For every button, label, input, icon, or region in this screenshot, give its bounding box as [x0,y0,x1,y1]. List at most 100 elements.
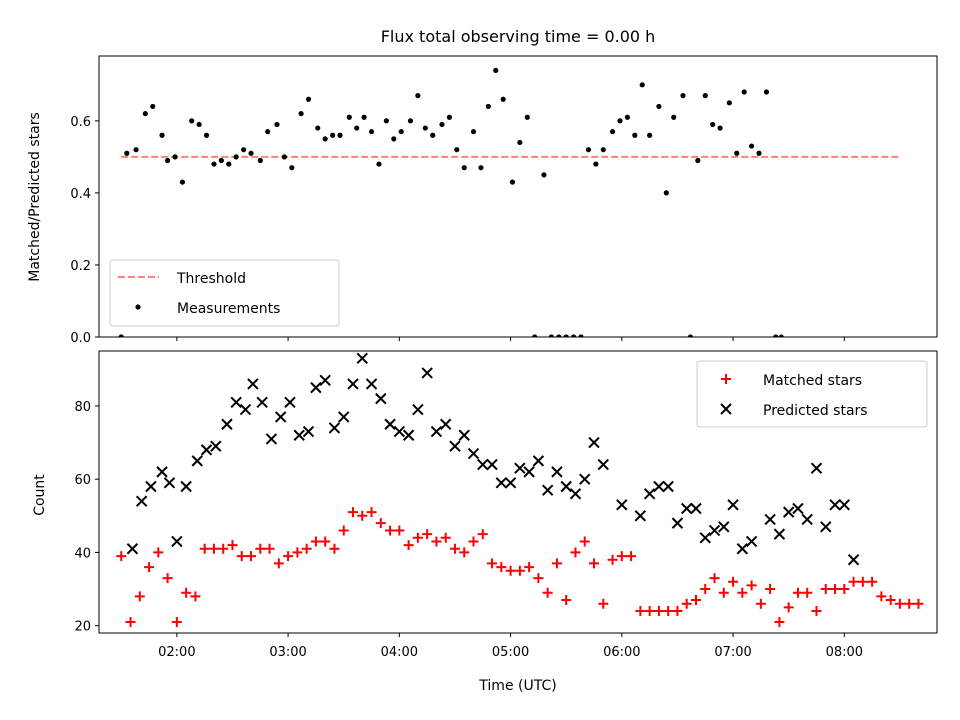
axes-frame [98,350,938,634]
measurement-point [446,114,453,120]
predicted-star-point [773,528,786,540]
predicted-star-point [616,499,628,511]
matched-star-point [449,543,460,554]
predicted-star-point [727,499,739,511]
predicted-star-point [384,418,396,430]
matched-star-point [653,606,664,617]
matched-star-point [218,543,229,554]
matched-star-point [598,598,609,609]
matched-star-point [505,565,516,576]
measurement-point [248,150,254,156]
matched-star-point [246,551,257,562]
predicted-star-point [541,484,554,496]
matched-star-point [338,525,349,536]
matched-star-point [514,565,525,576]
matched-star-point [635,606,646,617]
matched-star-point [626,551,637,562]
measurement-point [680,93,686,99]
legend-measurements-swatch [135,304,141,310]
y-tick-label: 0.2 [70,259,91,274]
predicted-star-point [328,422,341,434]
matched-star-point [329,543,340,554]
matched-star-point [802,587,813,598]
matched-star-point [496,562,507,573]
legend-predicted-swatch [720,403,732,415]
matched-star-point [236,551,247,562]
matched-star-point [579,536,590,547]
predicted-star-point [163,477,176,489]
measurement-point [172,154,178,160]
measurement-point [454,147,460,153]
legend-predicted-label: Predicted stars [763,403,868,419]
matched-star-point [431,536,442,547]
matched-star-point [412,532,423,543]
matched-star-point [190,591,201,602]
matched-star-point [533,573,544,584]
measurement-point [322,136,328,142]
measurement-point [398,129,404,135]
predicted-star-point [662,480,674,493]
measurement-point [415,93,421,99]
predicted-star-point [514,462,526,474]
predicted-star-point [736,543,749,555]
predicted-star-point [579,473,591,485]
matched-star-point [830,584,841,595]
measurement-point [164,157,171,164]
predicted-star-point [302,425,315,438]
matched-star-point [681,598,692,609]
measurement-point [478,165,484,171]
measurement-point [391,136,397,142]
matched-star-point [820,584,831,595]
predicted-star-point [653,480,665,493]
bottom-plot-area [116,352,924,628]
y-tick-label: 80 [74,400,91,415]
matched-star-point [403,540,414,551]
predicted-star-point [495,477,508,489]
measurement-point [600,147,606,153]
measurement-point [548,334,554,337]
measurement-point [717,125,723,131]
matched-star-point [718,587,729,598]
predicted-star-point [310,381,322,394]
predicted-star-point [126,543,139,555]
measurement-point [656,103,662,110]
measurement-point [354,125,360,131]
measurement-point [741,89,747,95]
chart-title: Flux total observing time = 0.00 h [381,27,656,46]
measurement-point [241,147,247,153]
predicted-star-point [338,411,350,423]
measurement-point [593,161,599,167]
predicted-star-point [690,502,702,515]
matched-star-point [857,576,868,587]
legend-measurements-label: Measurements [177,301,280,317]
matched-star-point [811,606,822,617]
matched-star-point [746,580,757,591]
predicted-star-point [239,403,252,416]
measurement-point [563,334,569,337]
measurement-point [233,154,239,160]
matched-star-point [181,587,192,598]
predicted-star-point [200,444,213,456]
measurement-point [330,132,336,138]
measurement-point [150,103,156,110]
matched-star-point [162,573,173,584]
measurement-point [756,150,762,156]
predicted-star-point [597,458,609,471]
predicted-star-point [477,458,489,471]
predicted-star-point [838,499,851,511]
predicted-star-point [810,462,823,474]
top-y-axis-label: Matched/Predicted stars [27,112,43,282]
measurement-point [298,111,304,117]
matched-star-point [357,510,368,521]
matched-star-point [347,507,358,518]
measurement-point [702,93,708,99]
predicted-star-point [265,433,278,445]
predicted-star-point [681,502,693,515]
predicted-star-point [256,396,268,408]
y-tick-label: 60 [74,473,91,488]
predicted-star-point [365,378,378,390]
predicted-star-point [458,429,470,441]
measurement-point [585,147,592,153]
measurement-point [461,165,467,171]
